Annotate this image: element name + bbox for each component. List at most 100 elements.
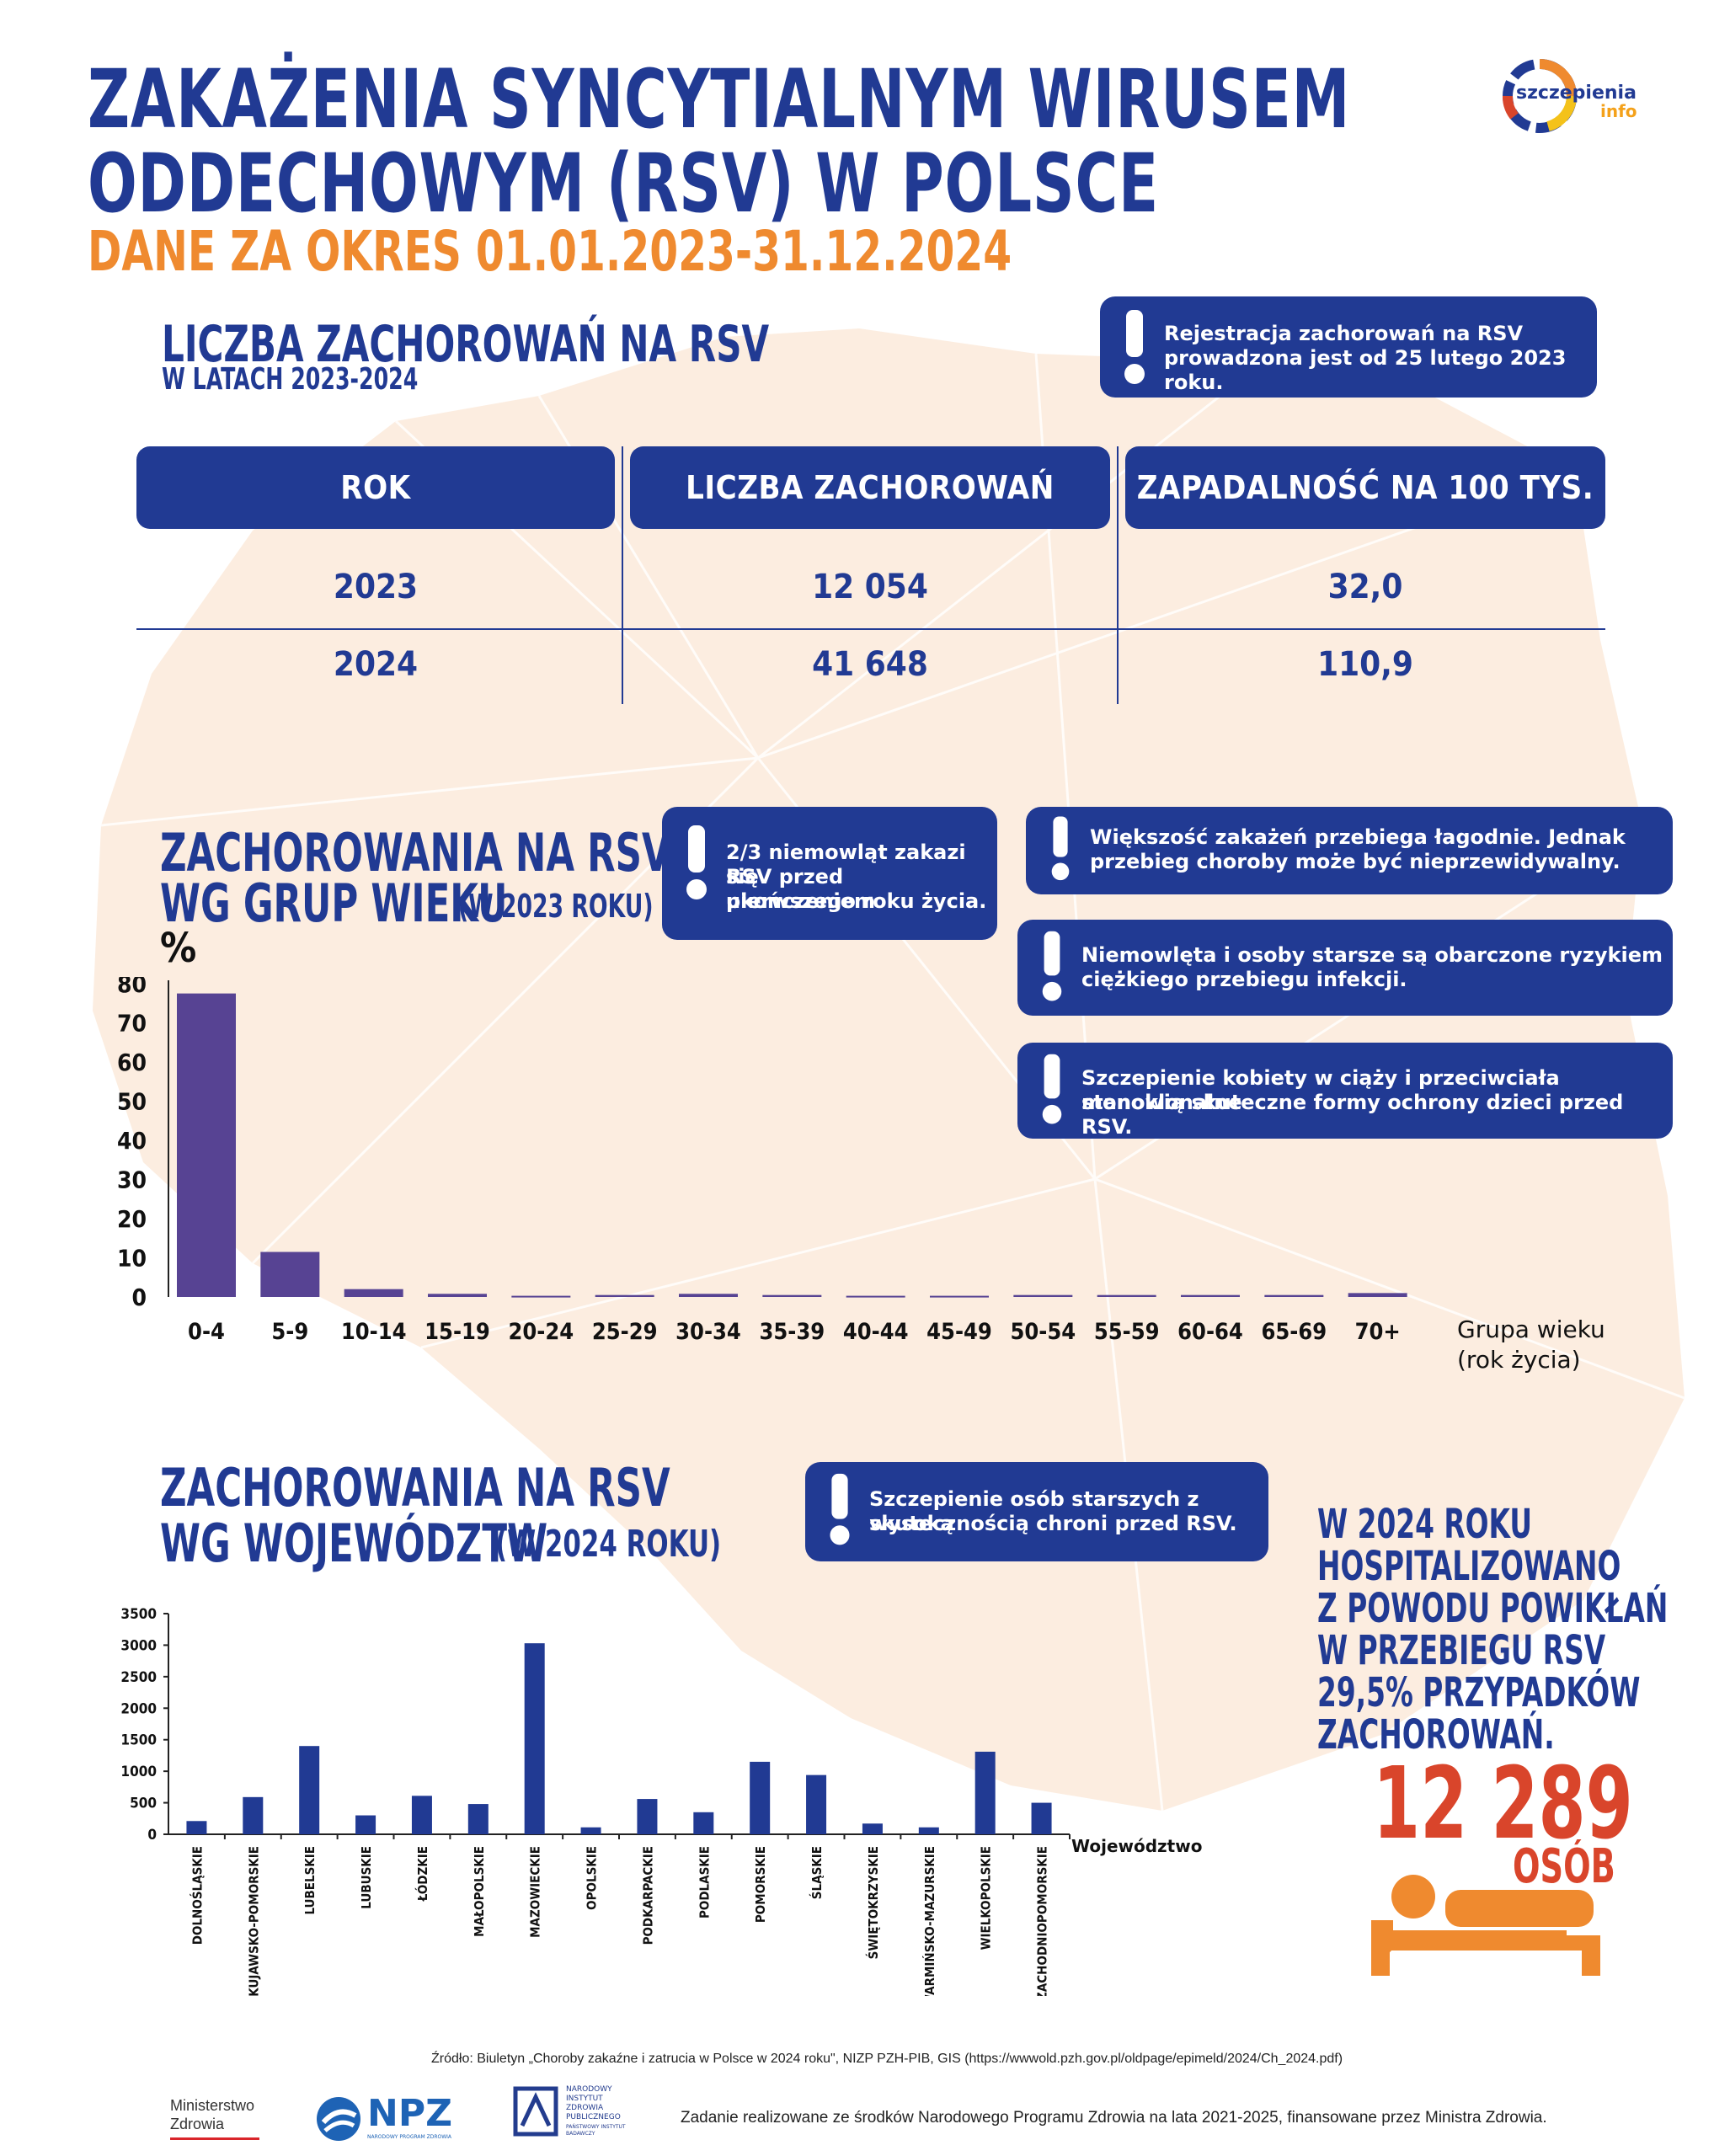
age-chart-y-tick: 0: [131, 1283, 147, 1311]
voiv-chart-x-tick: ŁÓDZKIE: [414, 1846, 430, 1902]
szczepienia-info-logo: szczepienia info: [1498, 54, 1649, 138]
voiv-chart-y-tick: 1500: [120, 1732, 157, 1749]
age-chart-x-tick: 55-59: [1094, 1319, 1160, 1345]
voiv-chart-y-tick: 1000: [120, 1764, 157, 1780]
registration-note-line-1: Rejestracja zachorowań na RSV: [1164, 322, 1524, 345]
age-chart-bar: [679, 1294, 738, 1297]
elderly-vaccination-note: Szczepienie osób starszych z wysoką skut…: [805, 1462, 1268, 1561]
age-chart-bar: [428, 1294, 487, 1297]
table-row-2024-cases: 41 648: [812, 645, 928, 684]
age-chart-bar: [1013, 1294, 1073, 1297]
nizp-text-3: ZDROWIA: [566, 2104, 604, 2112]
hosp-text-line-5: 29,5% PRZYPADKÓW: [1317, 1669, 1641, 1716]
age-chart-bar: [511, 1295, 571, 1298]
source-citation: Źródło: Biuletyn „Choroby zakaźne i zatr…: [431, 2052, 1343, 2066]
voiv-chart-x-tick: LUBUSKIE: [359, 1846, 374, 1909]
voiv-chart-bar: [806, 1774, 827, 1834]
table-divider-v2: [1117, 446, 1119, 704]
section2-title-line-2: WG GRUP WIEKU: [160, 873, 508, 934]
section3-title-line-2: WG WOJEWÓDZTW: [160, 1513, 548, 1574]
exclamation-icon: [1051, 816, 1070, 881]
age-chart-bar: [1097, 1294, 1156, 1297]
voiv-chart-bar: [862, 1823, 883, 1834]
age-chart-y-tick: 60: [117, 1049, 147, 1076]
age-chart-bar: [595, 1294, 654, 1297]
age-chart-x-tick: 15-19: [424, 1319, 490, 1345]
pregnancy-vaccination-note-line-2: stanowią skuteczne formy ochrony dzieci …: [1081, 1091, 1624, 1139]
section2-title-suffix: (W 2023 ROKU): [458, 888, 654, 925]
age-chart-y-unit: %: [160, 925, 197, 972]
table-row-2023-incidence: 32,0: [1327, 568, 1403, 606]
registration-note: Rejestracja zachorowań na RSV prowadzona…: [1100, 296, 1597, 398]
age-chart-bar: [1264, 1294, 1324, 1297]
voiv-chart-x-tick: WIELKOPOLSKIE: [979, 1846, 994, 1950]
pregnancy-vaccination-note-line-1: Szczepienie kobiety w ciąży i przeciwcia…: [1081, 1066, 1560, 1114]
voivodeship-bar-chart: 0 500 1000 1500 2000 2500 3000 3500 DOLNOŚLĄSKIE…: [120, 1606, 1071, 1996]
age-chart-x-tick: 0-4: [188, 1319, 225, 1345]
voiv-chart-bar: [750, 1761, 771, 1834]
elderly-vaccination-note-line-2: skutecznością chroni przed RSV.: [869, 1512, 1237, 1535]
age-chart-y-tick: 40: [117, 1127, 147, 1155]
voiv-chart-bar: [637, 1799, 658, 1834]
page-title-line-2: ODDECHOWYM (RSV) W POLSCE: [88, 136, 1159, 231]
hosp-text-line-6: ZACHOROWAŃ.: [1317, 1711, 1555, 1758]
voiv-chart-bar: [524, 1643, 545, 1834]
voiv-chart-bar: [974, 1751, 996, 1834]
hosp-text-line-2: HOSPITALIZOWANO: [1317, 1543, 1621, 1590]
nizp-text-5: PAŃSTWOWY INSTYTUT: [566, 2124, 626, 2130]
age-chart-y-tick: 30: [117, 1166, 147, 1194]
voiv-chart-bar: [918, 1827, 939, 1834]
voiv-chart-x-tick: POMORSKIE: [753, 1846, 768, 1923]
mild-course-note-line-1: Większość zakażeń przebiega łagodnie. Je…: [1090, 825, 1626, 849]
exclamation-icon: [1042, 931, 1062, 1001]
voiv-chart-x-tick: MAŁOPOLSKIE: [472, 1846, 487, 1937]
age-chart-bar: [344, 1289, 403, 1297]
voiv-chart-x-tick: PODLASKIE: [697, 1846, 712, 1919]
exclamation-icon: [830, 1473, 850, 1545]
voiv-chart-y-tick: 500: [130, 1796, 157, 1812]
table-divider-v1: [622, 446, 623, 704]
section1-title: LICZBA ZACHOROWAŃ NA RSV: [162, 315, 770, 374]
age-chart-x-tick: 70+: [1355, 1319, 1401, 1345]
voiv-chart-x-tick: MAZOWIECKIE: [528, 1846, 543, 1938]
hosp-unit: OSÓB: [1513, 1839, 1615, 1894]
hosp-number: 12 289: [1373, 1745, 1633, 1861]
age-chart-bar: [1348, 1293, 1407, 1297]
voiv-chart-bar: [355, 1815, 376, 1834]
exclamation-icon: [686, 825, 707, 899]
nizp-text-2: INSTYTUT: [566, 2095, 603, 2103]
age-chart-x-tick: 35-39: [759, 1319, 825, 1345]
hospital-bed-icon: [1371, 1875, 1600, 1976]
section1-subtitle: W LATACH 2023-2024: [162, 362, 419, 397]
age-chart-xlabel-line-1: Grupa wieku: [1457, 1315, 1605, 1343]
age-chart-bar: [930, 1295, 989, 1298]
npz-subtext: NARODOWY PROGRAM ZDROWIA: [367, 2134, 452, 2140]
age-chart-y-tick: 70: [117, 1010, 147, 1038]
voiv-chart-bar: [243, 1796, 264, 1834]
voiv-chart-x-tick: ZACHODNIOPOMORSKIE: [1035, 1846, 1050, 1996]
nizp-text-4: PUBLICZNEGO: [566, 2113, 621, 2121]
npz-swirl-icon: [317, 2097, 360, 2141]
registration-note-line-2: prowadzona jest od 25 lutego 2023 roku.: [1164, 346, 1567, 394]
voiv-chart-x-tick: DOLNOŚLĄSKIE: [189, 1846, 205, 1945]
age-chart-x-tick: 10-14: [341, 1319, 407, 1345]
risk-groups-note-line-1: Niemowlęta i osoby starsze są obarczone …: [1081, 943, 1663, 967]
table-header-year: ROK: [136, 446, 615, 529]
section2-title-line-1: ZACHOROWANIA NA RSV: [160, 822, 670, 883]
elderly-vaccination-note-line-1: Szczepienie osób starszych z wysoką: [869, 1487, 1199, 1535]
voiv-chart-x-tick: ŚLĄSKIE: [809, 1846, 825, 1899]
age-chart-y-tick: 50: [117, 1088, 147, 1116]
voiv-chart-x-tick: WARMIŃSKO-MAZURSKIE: [921, 1846, 937, 1996]
voiv-chart-xlabel: Województwo: [1071, 1836, 1203, 1856]
voiv-chart-x-tick: PODKARPACKIE: [640, 1846, 655, 1945]
infants-note: 2/3 niemowląt zakazi się RSV przed ukońc…: [662, 807, 997, 940]
table-header-incidence: ZAPADALNOŚĆ NA 100 TYS.: [1125, 446, 1605, 529]
age-chart-x-tick: 20-24: [508, 1319, 574, 1345]
age-chart-bar: [177, 993, 236, 1297]
voiv-chart-bar: [299, 1746, 320, 1834]
ministry-text-line-1: Ministerstwo: [170, 2097, 255, 2114]
mild-course-note-line-2: przebieg choroby może być nieprzewidywal…: [1090, 850, 1621, 873]
infants-note-line-3: pierwszego roku życia.: [726, 889, 987, 913]
age-chart-xlabel-line-2: (rok życia): [1457, 1346, 1581, 1374]
age-chart-bar: [1181, 1294, 1240, 1297]
